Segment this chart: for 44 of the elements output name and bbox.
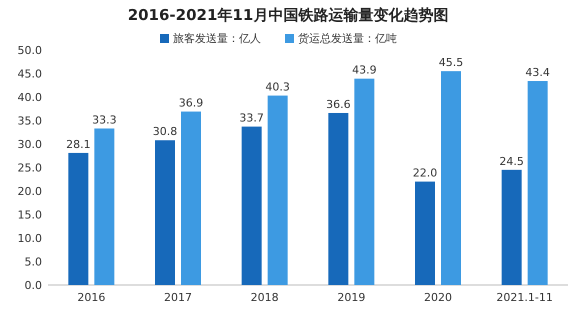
bar <box>155 140 175 285</box>
data-label: 36.9 <box>178 96 204 110</box>
y-tick-label: 25.0 <box>18 162 42 174</box>
data-label: 43.4 <box>525 66 550 80</box>
bar <box>415 182 435 285</box>
y-tick-label: 5.0 <box>24 256 42 268</box>
bar <box>268 96 288 285</box>
data-label: 22.0 <box>412 166 438 180</box>
y-tick-label: 45.0 <box>18 68 42 80</box>
y-tick-label: 20.0 <box>18 185 42 198</box>
chart-title: 2016-2021年11月中国铁路运输量变化趋势图 <box>128 6 448 24</box>
data-label: 33.7 <box>239 112 264 125</box>
data-label: 24.5 <box>499 154 524 168</box>
bar <box>181 112 201 285</box>
x-tick-label: 2021.1-11 <box>496 291 553 304</box>
y-tick-label: 0.0 <box>24 279 42 292</box>
data-label: 28.1 <box>66 138 91 151</box>
data-label: 40.3 <box>265 80 290 94</box>
bar <box>528 81 548 285</box>
y-tick-label: 15.0 <box>18 208 42 222</box>
y-tick-label: 40.0 <box>18 91 42 104</box>
data-label: 45.5 <box>438 56 464 70</box>
data-label: 30.8 <box>152 125 178 138</box>
x-tick-label: 2019 <box>337 291 366 304</box>
data-label: 43.9 <box>352 64 377 77</box>
y-tick-label: 35.0 <box>18 114 42 128</box>
data-label: 33.3 <box>92 113 117 126</box>
bar <box>68 152 88 285</box>
bar <box>354 78 374 285</box>
bar <box>242 126 262 285</box>
data-label: 36.6 <box>326 98 351 111</box>
bar <box>94 128 114 285</box>
x-tick-label: 2018 <box>250 291 279 304</box>
bar <box>441 71 461 285</box>
bar <box>502 170 522 285</box>
legend-label: 旅客发送量：亿人 <box>173 32 261 45</box>
x-tick-label: 2020 <box>424 291 452 304</box>
legend-label: 货运总发送量：亿吨 <box>298 32 397 45</box>
y-tick-label: 50.0 <box>18 44 42 57</box>
x-tick-label: 2016 <box>77 291 106 304</box>
y-tick-label: 30.0 <box>18 138 42 151</box>
x-tick-label: 2017 <box>164 291 192 304</box>
y-tick-label: 10.0 <box>18 232 42 245</box>
bar <box>328 112 348 285</box>
